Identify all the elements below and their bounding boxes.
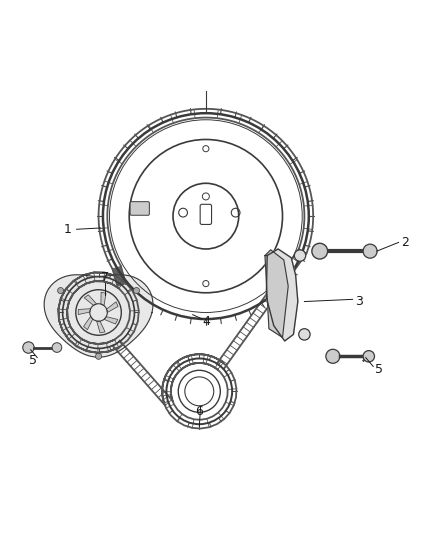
Polygon shape: [44, 274, 153, 357]
Circle shape: [326, 349, 340, 364]
FancyBboxPatch shape: [200, 204, 212, 224]
Text: 5: 5: [29, 354, 37, 367]
Polygon shape: [104, 317, 118, 324]
Circle shape: [95, 353, 102, 359]
Circle shape: [134, 287, 140, 294]
Circle shape: [57, 287, 64, 294]
Circle shape: [363, 351, 374, 362]
Polygon shape: [97, 321, 105, 333]
Text: 4: 4: [202, 315, 210, 328]
Circle shape: [312, 243, 328, 259]
Circle shape: [168, 360, 231, 423]
Circle shape: [23, 342, 34, 353]
Polygon shape: [101, 292, 106, 305]
Text: 2: 2: [401, 236, 409, 249]
Circle shape: [363, 244, 377, 258]
Polygon shape: [106, 302, 118, 312]
Circle shape: [105, 115, 307, 317]
Text: 5: 5: [375, 363, 383, 376]
Text: 3: 3: [355, 295, 363, 308]
Text: 6: 6: [195, 405, 203, 417]
Text: 7: 7: [101, 271, 109, 284]
Circle shape: [52, 343, 62, 352]
Polygon shape: [84, 316, 93, 330]
Polygon shape: [265, 250, 288, 337]
Text: 1: 1: [64, 223, 72, 236]
Circle shape: [299, 329, 310, 340]
Polygon shape: [266, 249, 298, 341]
Polygon shape: [78, 309, 91, 314]
Circle shape: [294, 250, 306, 261]
Polygon shape: [84, 295, 97, 305]
FancyBboxPatch shape: [130, 201, 149, 215]
